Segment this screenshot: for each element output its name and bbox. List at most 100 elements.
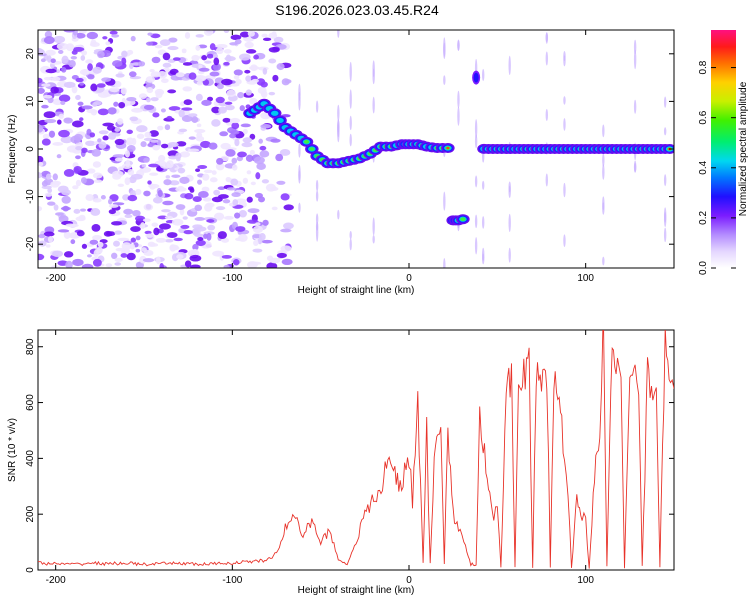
spectrogram-noise-blob: [38, 240, 47, 247]
spectrogram-noise-blob: [260, 123, 272, 129]
spectrogram-noise-blob: [198, 191, 209, 198]
spectrogram-track-cell: [460, 217, 466, 222]
spectrogram-noise-blob: [204, 60, 212, 64]
colorbar-ticks: 0.0 0.2 0.4 0.6 0.8: [698, 60, 736, 275]
spectrogram-noise-blob: [179, 151, 191, 158]
spectrogram-noise-blob: [225, 104, 235, 111]
spectrogram-spot: [473, 72, 479, 83]
spectrogram-noise-blob: [128, 71, 137, 78]
spectrogram-noise-blob: [150, 139, 159, 143]
spectrogram-noise-blob: [137, 61, 146, 67]
spectrogram-ytick-label: 0: [25, 146, 36, 152]
spectrogram-noise-blob: [182, 62, 192, 66]
spectrogram-streak: [482, 253, 485, 265]
spectrogram-noise-blob: [183, 229, 193, 235]
spectrogram-noise-blob: [249, 149, 255, 156]
spectrogram-noise-blob: [253, 54, 259, 60]
spectrogram-noise-blob: [118, 102, 126, 109]
spectrogram-noise-blob: [268, 32, 278, 39]
spectrogram-streak: [315, 100, 319, 113]
spectrogram-noise-blob: [92, 102, 98, 107]
spectrogram-noise-blob: [173, 237, 183, 242]
spectrogram-xlabel: Height of straight line (km): [298, 285, 415, 296]
snr-ytick-label: 800: [25, 338, 36, 355]
spectrogram-noise-blob: [157, 189, 163, 198]
spectrogram-noise-blob: [192, 224, 203, 230]
spectrogram-noise-blob: [81, 105, 93, 110]
spectrogram-noise-blob: [79, 117, 84, 122]
spectrogram-noise-blob: [281, 258, 293, 265]
spectrogram-noise-blob: [235, 78, 242, 85]
spectrogram-noise-blob: [189, 254, 202, 262]
spectrogram-ytick-label: 10: [25, 95, 36, 107]
spectrogram-noise-blob: [246, 196, 253, 203]
snr-panel: -200 -100 0 100 0 200 400 600 800 Height of stra…: [7, 329, 675, 596]
spectrogram-ylabel: Frequency (Hz): [7, 115, 18, 184]
spectrogram-noise-blob: [229, 130, 240, 135]
spectrogram-noise-blob: [164, 238, 174, 243]
spectrogram-noise-blob: [172, 57, 181, 61]
spectrogram-noise-blob: [276, 252, 287, 259]
spectrogram-noise-blob: [72, 120, 84, 128]
snr-xtick-label: -100: [222, 575, 242, 586]
spectrogram-noise-blob: [45, 244, 51, 248]
spectrogram-noise-blob: [194, 74, 207, 82]
spectrogram-noise-blob: [138, 93, 148, 99]
spectrogram-streak: [372, 217, 375, 236]
spectrogram-noise-blob: [42, 133, 50, 140]
spectrogram-noise-blob: [43, 36, 55, 45]
spectrogram-streak: [474, 214, 478, 229]
spectrogram-noise-blob: [111, 132, 121, 137]
spectrogram-noise-blob: [149, 183, 156, 190]
spectrogram-noise-blob: [215, 206, 226, 211]
spectrogram-noise-blob: [209, 71, 220, 77]
spectrogram-noise-blob: [86, 31, 99, 40]
spectrogram-noise-blob: [86, 168, 96, 174]
spectrogram-noise-blob: [275, 153, 284, 162]
spectrogram-noise-blob: [182, 86, 193, 92]
spectrogram-noise-blob: [70, 239, 76, 245]
spectrogram-noise-blob: [161, 78, 169, 84]
spectrogram-noise-blob: [146, 97, 151, 103]
spectrogram-noise-blob: [60, 100, 66, 105]
spectrogram-noise-blob: [126, 129, 133, 135]
spectrogram-noise-blob: [73, 208, 81, 214]
spectrogram-noise-blob: [203, 169, 213, 174]
spectrogram-noise-blob: [241, 142, 253, 148]
spectrogram-noise-blob: [114, 80, 122, 88]
spectrogram-noise-blob: [38, 77, 43, 84]
spectrogram-noise-blob: [129, 62, 134, 70]
spectrogram-noise-blob: [192, 243, 199, 251]
spectrogram-noise-blob: [261, 90, 268, 99]
spectrogram-noise-blob: [238, 210, 247, 218]
spectrogram-xtick-label: -100: [222, 273, 242, 284]
spectrogram-noise-blob: [253, 239, 259, 247]
spectrogram-streak: [315, 213, 319, 225]
spectrogram-noise-blob: [211, 196, 223, 203]
spectrogram-noise-blob: [226, 89, 236, 97]
spectrogram-noise-blob: [80, 147, 88, 154]
spectrogram-noise-blob: [211, 106, 221, 114]
spectrogram-noise-blob: [166, 232, 178, 238]
spectrogram-noise-blob: [114, 127, 121, 132]
snr-frame: [37, 329, 675, 571]
spectrogram-noise-blob: [242, 177, 249, 184]
spectrogram-ytick-label: 20: [25, 48, 36, 60]
spectrogram-noise-blob: [82, 69, 88, 76]
spectrogram-noise-blob: [164, 215, 174, 220]
spectrogram-noise-blob: [148, 163, 160, 168]
spectrogram-noise-blob: [221, 237, 230, 243]
spectrogram-noise-blob: [76, 230, 85, 237]
spectrogram-noise-blob: [118, 166, 124, 171]
spectrogram-noise-blob: [202, 197, 212, 202]
colorbar-tick-label: 0.8: [698, 60, 709, 74]
spectrogram-noise-blob: [259, 145, 267, 151]
spectrogram-streak: [443, 75, 446, 86]
spectrogram-noise-blob: [71, 85, 78, 94]
spectrogram-noise-blob: [213, 212, 225, 221]
spectrogram-noise-blob: [223, 215, 234, 220]
spectrogram-noise-blob: [114, 230, 123, 235]
spectrogram-noise-blob: [234, 39, 242, 45]
spectrogram-noise-blob: [178, 128, 188, 133]
spectrogram-noise-blob: [55, 212, 64, 216]
